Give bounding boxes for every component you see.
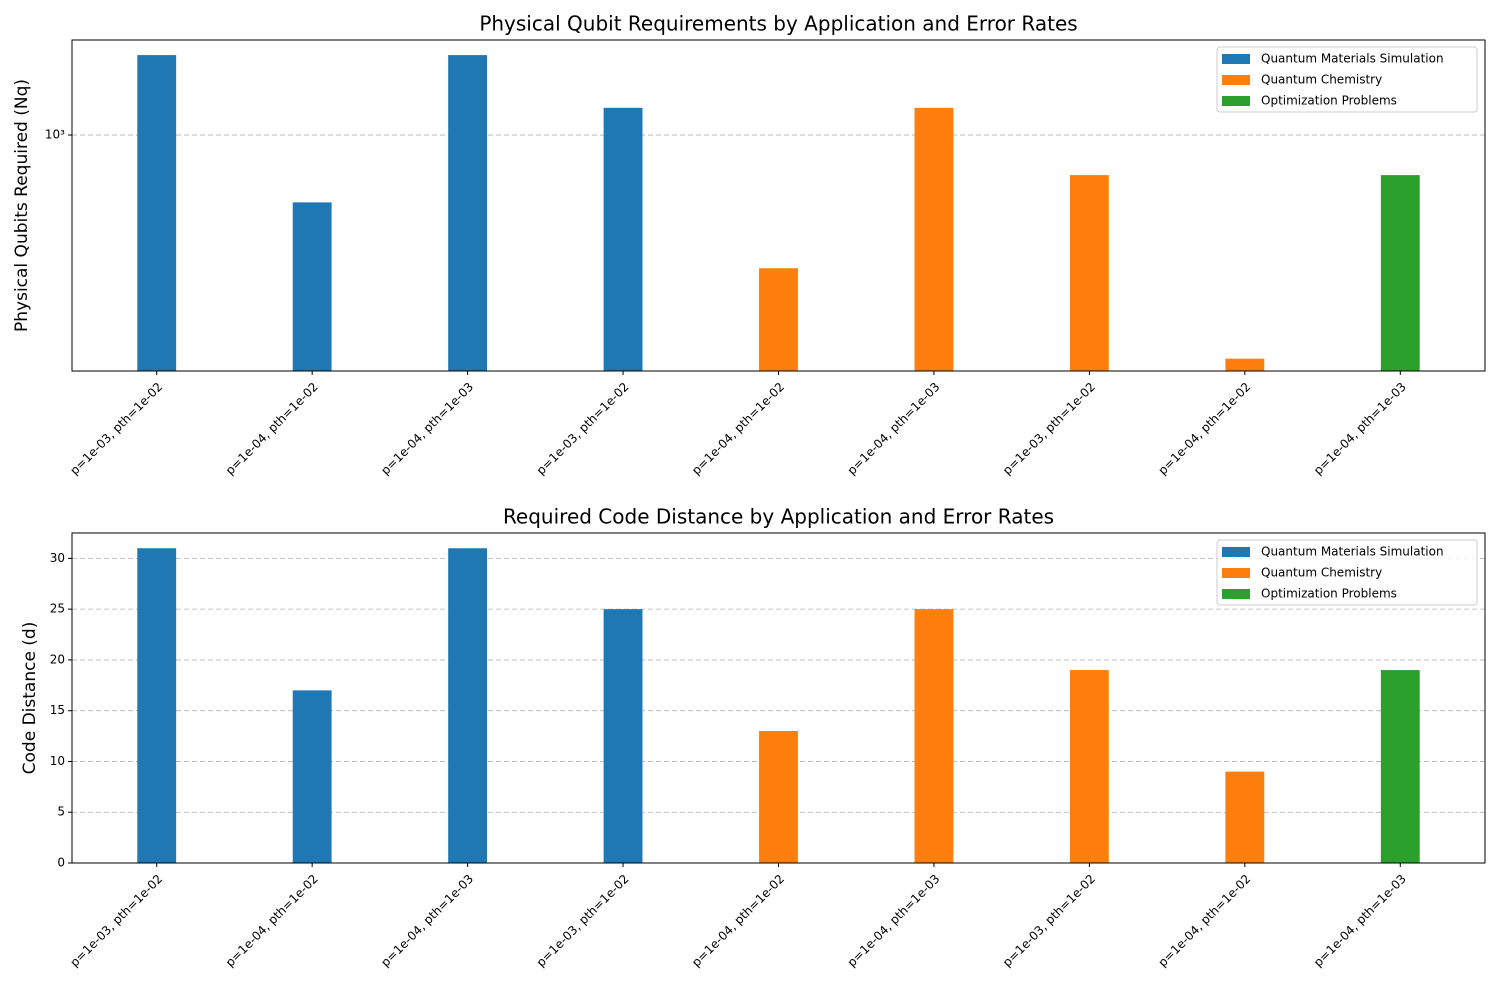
x-tick-label: p=1e-03, pth=1e-02 [534, 380, 632, 478]
legend-swatch [1222, 96, 1250, 106]
bar [448, 55, 488, 372]
bar [1380, 670, 1420, 863]
x-tick-label: p=1e-04, pth=1e-03 [1311, 380, 1409, 478]
axes-frame [71, 39, 1486, 372]
bar [1380, 175, 1420, 371]
y-tick-label: 30 [50, 551, 65, 565]
bar [292, 202, 332, 371]
x-tick-label: p=1e-03, pth=1e-02 [1000, 872, 1098, 970]
legend-swatch [1222, 568, 1250, 578]
bar [759, 731, 798, 863]
legend-swatch [1222, 54, 1250, 64]
legend-swatch [1222, 589, 1250, 599]
x-tick-label: p=1e-04, pth=1e-03 [1311, 872, 1409, 970]
bar [292, 690, 332, 863]
x-tick-label: p=1e-04, pth=1e-02 [689, 872, 787, 970]
bar [914, 107, 954, 371]
bar [1069, 175, 1109, 371]
y-tick-label: 20 [50, 652, 65, 666]
bar [137, 55, 177, 372]
chart-title: Required Code Distance by Application an… [503, 505, 1054, 529]
y-tick-label: 10³ [45, 128, 65, 142]
y-tick-label: 15 [50, 703, 65, 717]
legend-box [1216, 539, 1478, 606]
legend-label: Optimization Problems [1261, 94, 1397, 108]
legend-label: Quantum Materials Simulation [1261, 52, 1444, 66]
x-tick-label: p=1e-04, pth=1e-02 [223, 872, 321, 970]
x-tick-label: p=1e-04, pth=1e-02 [689, 380, 787, 478]
y-axis-label: Code Distance (d) [20, 622, 40, 775]
bar [759, 268, 798, 371]
bar [1225, 358, 1265, 371]
y-tick-label: 10 [50, 754, 65, 768]
bar [603, 609, 643, 863]
legend-label: Quantum Chemistry [1261, 73, 1382, 87]
legend-label: Optimization Problems [1261, 587, 1397, 601]
x-tick-label: p=1e-03, pth=1e-02 [67, 380, 165, 478]
bar [1069, 670, 1109, 863]
x-tick-label: p=1e-04, pth=1e-03 [845, 872, 943, 970]
y-tick-label: 5 [57, 805, 65, 819]
legend-label: Quantum Chemistry [1261, 566, 1382, 580]
bar [914, 609, 954, 863]
bar [137, 548, 177, 863]
legend-swatch [1222, 75, 1250, 85]
y-tick-label: 25 [50, 602, 65, 616]
x-tick-label: p=1e-04, pth=1e-02 [1155, 872, 1253, 970]
legend-label: Quantum Materials Simulation [1261, 545, 1444, 559]
legend-swatch [1222, 547, 1250, 557]
y-axis-label: Physical Qubits Required (Nq) [12, 79, 32, 332]
x-tick-label: p=1e-04, pth=1e-03 [378, 380, 476, 478]
legend: Quantum Materials Simulation Quantum Chem… [1216, 539, 1478, 606]
legend: Quantum Materials Simulation Quantum Chem… [1216, 46, 1478, 113]
axes-frame [71, 532, 1486, 864]
chart-title: Physical Qubit Requirements by Applicati… [479, 12, 1077, 36]
x-tick-label: p=1e-03, pth=1e-02 [534, 872, 632, 970]
bar [1225, 771, 1265, 863]
x-tick-label: p=1e-04, pth=1e-03 [845, 380, 943, 478]
y-tick-label: 0 [57, 856, 65, 870]
bar [603, 107, 643, 371]
bar [448, 548, 488, 863]
x-tick-label: p=1e-03, pth=1e-02 [1000, 380, 1098, 478]
x-tick-label: p=1e-04, pth=1e-02 [223, 380, 321, 478]
legend-box [1216, 46, 1478, 113]
x-tick-label: p=1e-04, pth=1e-03 [378, 872, 476, 970]
x-tick-label: p=1e-04, pth=1e-02 [1155, 380, 1253, 478]
x-tick-label: p=1e-03, pth=1e-02 [67, 872, 165, 970]
